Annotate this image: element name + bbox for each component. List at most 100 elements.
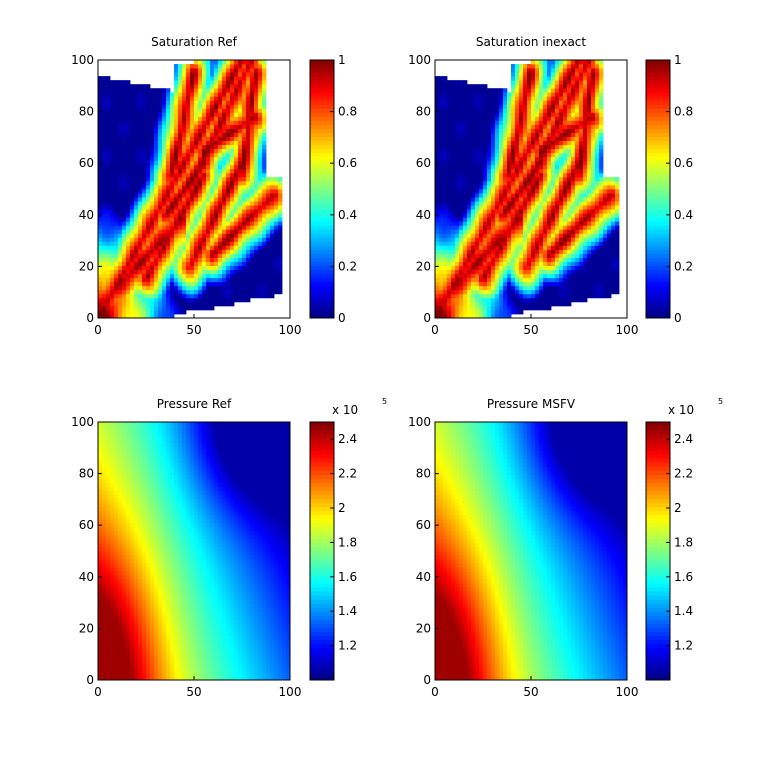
heatmap-cell	[583, 229, 588, 234]
heatmap-cell	[190, 297, 195, 303]
heatmap-cell	[579, 64, 584, 69]
heatmap-cell	[230, 245, 235, 250]
heatmap-cell	[507, 305, 512, 311]
heatmap-cell	[575, 261, 580, 266]
heatmap-cell	[495, 237, 500, 242]
heatmap-cell	[515, 241, 520, 246]
heatmap-cell	[234, 96, 239, 101]
heatmap-cell	[443, 193, 448, 198]
heatmap-cell	[435, 124, 440, 129]
heatmap-cell	[539, 108, 544, 113]
heatmap-cell	[214, 160, 219, 166]
heatmap-cell	[238, 281, 243, 287]
heatmap-cell	[202, 297, 207, 303]
heatmap-cell	[435, 233, 440, 238]
heatmap-cell	[166, 193, 171, 198]
heatmap-cell	[499, 112, 504, 117]
heatmap-cell	[250, 253, 255, 258]
heatmap-cell	[435, 80, 440, 85]
heatmap-cell	[110, 277, 115, 283]
heatmap-cell	[234, 136, 239, 142]
heatmap-cell	[134, 313, 139, 319]
heatmap-cell	[579, 104, 584, 109]
heatmap-cell	[479, 184, 484, 190]
heatmap-cell	[190, 265, 195, 271]
heatmap-cell	[206, 160, 211, 166]
heatmap-cell	[575, 60, 580, 65]
heatmap-cell	[150, 180, 155, 186]
heatmap-cell	[194, 140, 199, 146]
heatmap-cell	[262, 213, 267, 218]
heatmap-cell	[531, 180, 536, 186]
heatmap-cell	[487, 140, 492, 146]
heatmap-cell	[222, 269, 227, 275]
heatmap-cell	[571, 108, 576, 113]
colorbar-swatch	[310, 265, 334, 271]
heatmap-cell	[230, 180, 235, 186]
heatmap-cell	[507, 265, 512, 271]
heatmap-cell	[146, 305, 151, 311]
heatmap-cell	[455, 249, 460, 254]
heatmap-cell	[154, 261, 159, 266]
heatmap-cell	[274, 176, 279, 182]
colorbar-swatch	[310, 221, 334, 226]
heatmap-cell	[579, 213, 584, 218]
heatmap-cell	[471, 253, 476, 258]
heatmap-cell	[495, 116, 500, 121]
heatmap-cell	[218, 108, 223, 113]
heatmap-cell	[583, 144, 588, 150]
heatmap-cell	[162, 297, 167, 303]
heatmap-cell	[250, 281, 255, 287]
heatmap-cell	[459, 140, 464, 146]
heatmap-cell	[246, 152, 251, 158]
heatmap-cell	[118, 168, 123, 174]
heatmap-cell	[579, 160, 584, 166]
heatmap-cell	[238, 209, 243, 214]
heatmap-cell	[178, 92, 183, 97]
heatmap-cell	[539, 184, 544, 190]
heatmap-cell	[250, 261, 255, 266]
heatmap-cell	[571, 253, 576, 258]
heatmap-cell	[242, 269, 247, 275]
heatmap-cell	[515, 184, 520, 190]
heatmap-cell	[563, 241, 568, 246]
heatmap-cell	[459, 124, 464, 129]
heatmap-cell	[491, 152, 496, 158]
heatmap-cell	[551, 197, 556, 202]
heatmap-cell	[547, 201, 552, 206]
heatmap-cell	[270, 257, 275, 262]
heatmap-cell	[126, 249, 131, 254]
heatmap-cell	[134, 305, 139, 311]
heatmap-cell	[106, 241, 111, 246]
heatmap-cell	[218, 277, 223, 283]
heatmap-cell	[507, 168, 512, 174]
heatmap-cell	[182, 293, 187, 299]
heatmap-cell	[555, 281, 560, 287]
heatmap-cell	[439, 229, 444, 234]
heatmap-cell	[222, 205, 227, 210]
heatmap-cell	[186, 293, 191, 299]
heatmap-cell	[567, 172, 572, 178]
heatmap-cell	[126, 257, 131, 262]
heatmap-cell	[475, 253, 480, 258]
heatmap-cell	[198, 229, 203, 234]
heatmap-cell	[575, 176, 580, 182]
heatmap-cell	[150, 164, 155, 170]
heatmap-cell	[246, 225, 251, 230]
heatmap-cell	[178, 281, 183, 287]
heatmap-cell	[266, 213, 271, 218]
heatmap-cell	[531, 229, 536, 234]
heatmap-cell	[270, 213, 275, 218]
heatmap-cell	[455, 221, 460, 226]
heatmap-cell	[146, 313, 151, 319]
heatmap-cell	[475, 221, 480, 226]
heatmap-cell	[479, 88, 484, 93]
heatmap-cell	[435, 184, 440, 190]
heatmap-cell	[547, 156, 552, 162]
heatmap-cell	[106, 108, 111, 113]
heatmap-cell	[467, 205, 472, 210]
heatmap-cell	[138, 201, 143, 206]
heatmap-cell	[491, 197, 496, 202]
heatmap-cell	[214, 225, 219, 230]
heatmap-cell	[543, 176, 548, 182]
